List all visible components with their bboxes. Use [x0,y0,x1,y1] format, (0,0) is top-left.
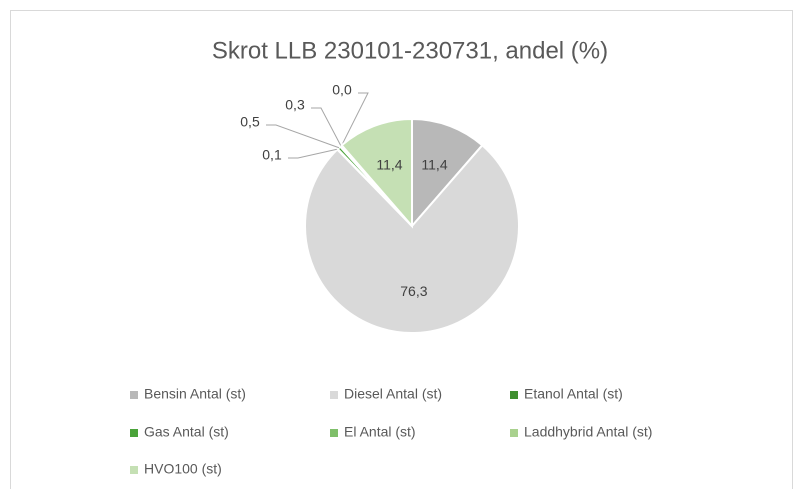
chart-title: Skrot LLB 230101-230731, andel (%) [212,37,608,64]
legend-label: Laddhybrid Antal (st) [524,424,652,440]
legend-label: Bensin Antal (st) [144,386,246,402]
legend-swatch [130,466,138,474]
data-label: 0,0 [332,82,352,98]
legend-label: Etanol Antal (st) [524,386,623,402]
leader-line [341,92,369,146]
leader-line [311,107,342,147]
legend-swatch [510,391,518,399]
legend-label: Diesel Antal (st) [344,386,442,402]
pie-slice [411,117,484,229]
data-label: 76,3 [400,283,427,299]
legend-swatch [510,429,518,437]
leader-line [288,148,338,159]
leader-line [266,124,340,149]
data-label: 0,3 [285,97,305,113]
data-label: 11,4 [421,157,447,173]
pie-slice [304,143,520,334]
data-label: 0,1 [262,147,282,163]
pie-slice [340,117,413,229]
data-label: 11,4 [376,157,402,173]
data-label: 0,5 [240,114,260,130]
legend-swatch [330,391,338,399]
legend-swatch [130,429,138,437]
legend-swatch [130,391,138,399]
legend-label: El Antal (st) [344,424,416,440]
legend-label: Gas Antal (st) [144,424,229,440]
legend-swatch [330,429,338,437]
legend-label: HVO100 (st) [144,461,222,477]
